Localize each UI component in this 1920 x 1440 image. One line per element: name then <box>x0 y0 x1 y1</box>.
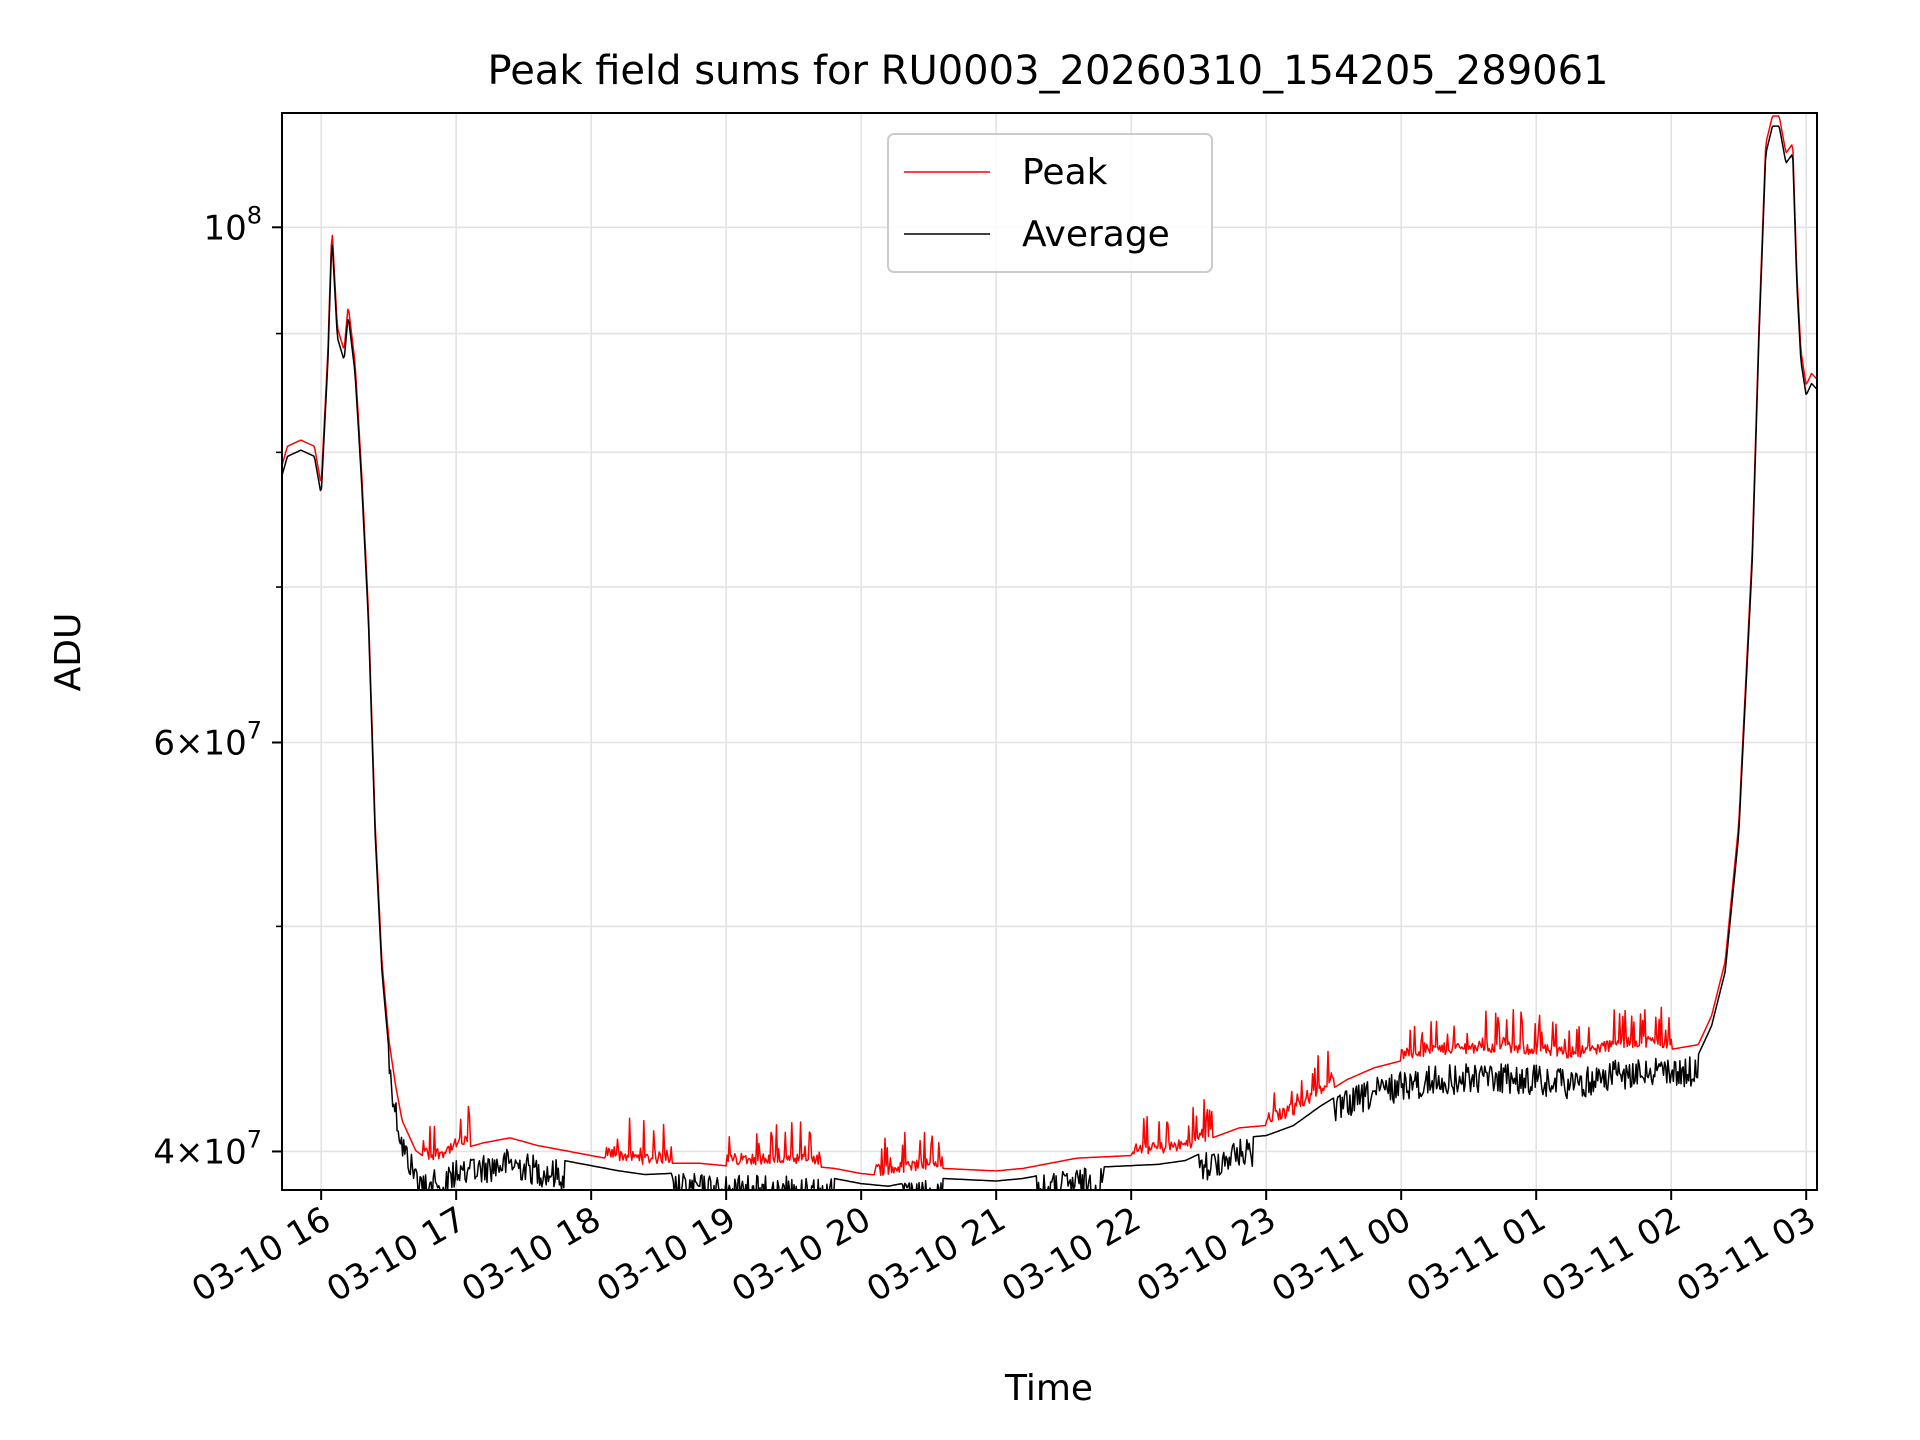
series-layer <box>282 115 1817 1190</box>
y-tick-label: 6×107 <box>153 717 262 764</box>
y-tick-label: 108 <box>203 201 262 248</box>
legend: Peak Average <box>887 133 1213 273</box>
y-axis: 4×107 6×107 108 <box>153 201 282 1172</box>
series-peak-line <box>282 115 1817 1177</box>
chart-title: Peak field sums for RU0003_20260310_1542… <box>488 48 1609 94</box>
x-axis-label: Time <box>1004 1368 1093 1409</box>
legend-peak-label: Peak <box>1022 152 1108 193</box>
legend-box <box>887 133 1213 273</box>
legend-average-label: Average <box>1022 214 1170 255</box>
y-tick-label: 4×107 <box>153 1125 262 1172</box>
plot-area-frame <box>281 112 1818 1191</box>
y-axis-label: ADU <box>48 613 89 692</box>
series-average-line <box>282 125 1817 1190</box>
